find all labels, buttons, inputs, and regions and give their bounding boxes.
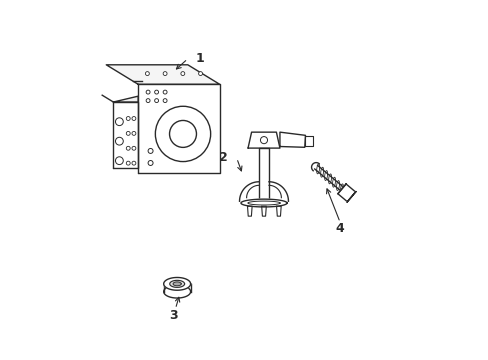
Circle shape (126, 161, 130, 165)
Polygon shape (169, 280, 184, 287)
Circle shape (163, 90, 167, 94)
Circle shape (132, 161, 136, 165)
Circle shape (145, 72, 149, 76)
Circle shape (198, 72, 202, 76)
Circle shape (132, 146, 136, 150)
Polygon shape (259, 148, 268, 201)
Polygon shape (163, 278, 190, 290)
Polygon shape (163, 285, 190, 298)
Text: 4: 4 (335, 222, 344, 235)
Circle shape (154, 99, 158, 103)
Circle shape (115, 137, 123, 145)
Circle shape (154, 90, 158, 94)
Circle shape (181, 72, 184, 76)
Circle shape (148, 161, 153, 166)
Circle shape (260, 136, 267, 144)
Circle shape (146, 90, 150, 94)
Circle shape (163, 72, 167, 76)
Circle shape (163, 99, 167, 103)
Polygon shape (304, 136, 312, 146)
Text: 1: 1 (196, 51, 204, 64)
Polygon shape (247, 206, 252, 216)
Circle shape (132, 131, 136, 135)
Polygon shape (113, 102, 138, 168)
Polygon shape (276, 206, 281, 216)
Polygon shape (106, 65, 219, 84)
Text: 2: 2 (218, 151, 227, 164)
Circle shape (146, 99, 150, 103)
Text: 3: 3 (169, 309, 178, 322)
Polygon shape (173, 282, 181, 286)
Polygon shape (279, 132, 305, 147)
Polygon shape (113, 96, 138, 102)
Circle shape (126, 146, 130, 150)
Polygon shape (241, 199, 286, 207)
Polygon shape (247, 132, 279, 148)
Circle shape (155, 106, 210, 162)
Circle shape (169, 121, 196, 147)
Polygon shape (346, 192, 355, 202)
Circle shape (148, 148, 153, 153)
Polygon shape (138, 84, 219, 173)
Circle shape (115, 157, 123, 165)
Circle shape (132, 117, 136, 121)
Polygon shape (337, 184, 355, 202)
Circle shape (126, 117, 130, 121)
Circle shape (115, 118, 123, 126)
Polygon shape (261, 206, 266, 216)
Circle shape (126, 131, 130, 135)
